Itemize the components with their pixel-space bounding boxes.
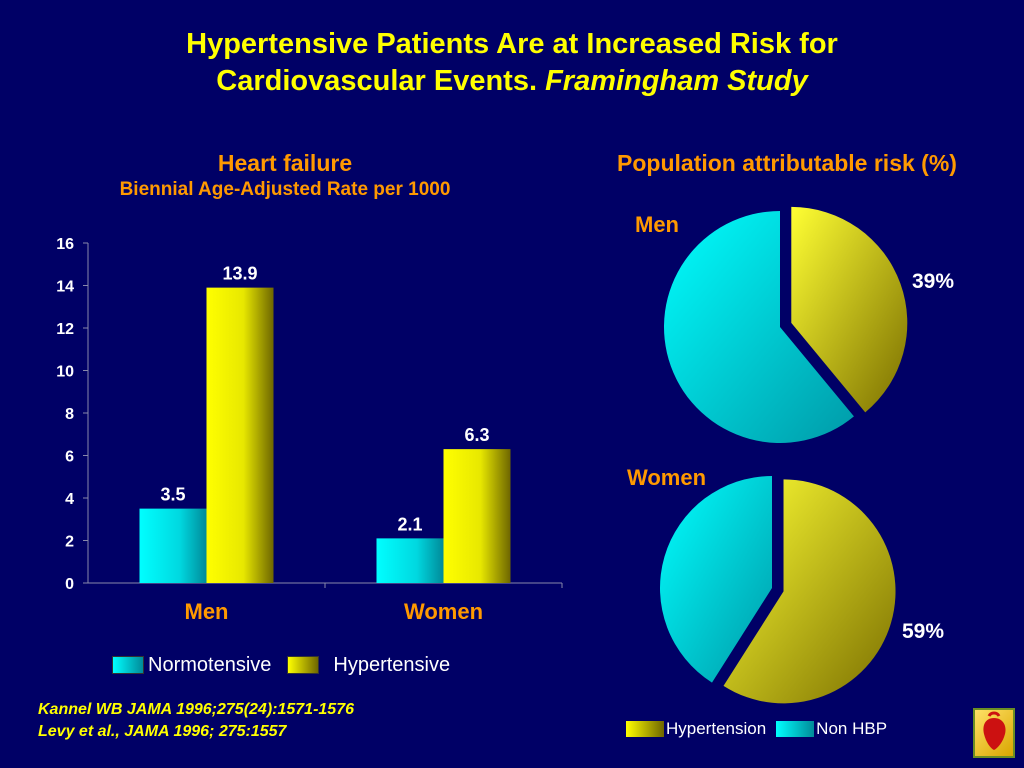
title-line-2-italic: Framingham Study <box>545 65 808 97</box>
title-line-1: Hypertensive Patients Are at Increased R… <box>186 28 838 60</box>
title-line-2-plain: Cardiovascular Events. <box>216 65 538 97</box>
pie-slice-hypertension <box>791 206 908 413</box>
non-hbp-swatch <box>776 721 815 737</box>
bar-hypertensive-women <box>443 449 511 583</box>
slide-title: Hypertensive Patients Are at Increased R… <box>0 26 1024 100</box>
bar-chart-heading: Heart failure Biennial Age-Adjusted Rate… <box>40 148 530 202</box>
bar-chart: 0 2 4 6 8 10 12 14 16 Men Women 3.5 13.9 2.1 6.3 <box>56 236 563 624</box>
bar-data-label: 2.1 <box>397 514 422 534</box>
publisher-logo-icon <box>973 708 1015 758</box>
hypertension-swatch <box>626 721 664 737</box>
legend-normotensive: Normotensive <box>112 654 271 677</box>
pie-legend-non-hbp: Non HBP <box>776 719 887 739</box>
legend-hypertensive: Hypertensive <box>287 654 450 677</box>
pie-legend-hypertension-label: Hypertension <box>666 719 767 738</box>
hypertensive-swatch <box>287 656 320 674</box>
title-line-2: Cardiovascular Events. Framingham Study <box>0 63 1024 100</box>
pie-legend: Hypertension Non HBP <box>626 719 897 739</box>
bar-hypertensive-men <box>206 287 274 583</box>
pie-slice-non-hbp <box>659 476 772 683</box>
bar-chart-title: Heart failure <box>217 150 353 176</box>
normotensive-swatch <box>112 656 144 674</box>
bar-data-label: 13.9 <box>222 264 257 284</box>
y-tick-label: 4 <box>65 491 74 508</box>
x-category-label: Men <box>185 599 229 624</box>
y-tick-label: 16 <box>56 236 74 253</box>
legend-normotensive-label: Normotensive <box>148 653 272 676</box>
pie-slice-non-hbp <box>664 211 854 443</box>
pie-legend-non-hbp-label: Non HBP <box>816 719 888 738</box>
y-tick-label: 2 <box>65 534 74 551</box>
pie-legend-hypertension: Hypertension <box>626 719 766 739</box>
bar-normotensive-men <box>139 508 207 583</box>
citation-2: Levy et al., JAMA 1996; 275:1557 <box>38 723 287 740</box>
bar-legend: Normotensive Hypertensive <box>112 653 466 677</box>
citations: Kannel WB JAMA 1996;275(24):1571-1576 Le… <box>38 699 354 743</box>
pie-slice-hypertension <box>723 479 896 704</box>
pie-men-percent: 39% <box>912 270 955 293</box>
y-tick-label: 6 <box>65 449 74 466</box>
bar-data-label: 6.3 <box>464 425 489 445</box>
bar-chart-subtitle: Biennial Age-Adjusted Rate per 1000 <box>119 179 451 200</box>
legend-hypertensive-label: Hypertensive <box>333 653 451 676</box>
y-tick-label: 12 <box>56 321 74 338</box>
y-tick-label: 0 <box>65 576 74 593</box>
pie-charts <box>659 206 908 704</box>
y-tick-label: 8 <box>65 406 74 423</box>
pie-women-label: Women <box>627 465 707 490</box>
pie-men-label: Men <box>635 212 679 237</box>
bar-data-label: 3.5 <box>160 485 185 505</box>
y-tick-label: 14 <box>56 279 74 296</box>
y-tick-label: 10 <box>56 364 74 381</box>
pie-women-percent: 59% <box>902 620 945 643</box>
citation-1: Kannel WB JAMA 1996;275(24):1571-1576 <box>38 701 354 718</box>
bar-normotensive-women <box>376 538 444 583</box>
x-category-label: Women <box>404 599 483 624</box>
pie-heading: Population attributable risk (%) <box>617 150 957 176</box>
